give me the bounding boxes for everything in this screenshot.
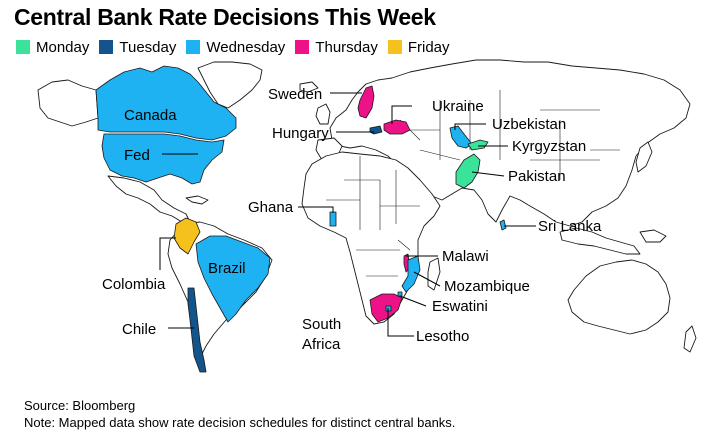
alaska-shape [37, 79, 99, 127]
label-canada: Canada [124, 107, 177, 124]
madagascar-shape [427, 257, 441, 291]
footer: Source: Bloomberg Note: Mapped data show… [24, 397, 455, 431]
leader-uzbekistan [454, 123, 486, 130]
legend-label-wednesday: Wednesday [206, 38, 286, 56]
legend-swatch-friday [387, 40, 402, 54]
legend-swatch-thursday [295, 40, 310, 54]
legend-item-friday: Friday [387, 38, 450, 56]
label-eswatini: Eswatini [432, 298, 488, 315]
legend-label-monday: Monday [36, 38, 90, 56]
greenland-shape [197, 61, 263, 109]
footnote: Note: Mapped data show rate decision sch… [24, 415, 456, 430]
ukraine-shape [383, 119, 411, 135]
map-labels: Canada Fed Brazil Colombia Chile Sweden … [102, 86, 602, 353]
source-note: Source: Bloomberg [24, 398, 136, 413]
kyrgyzstan-shape [467, 139, 489, 151]
leader-pakistan [471, 171, 505, 177]
sweden-shape [357, 85, 375, 119]
leader-colombia [159, 237, 176, 270]
caribbean-shape [185, 195, 209, 205]
legend-label-friday: Friday [407, 38, 450, 56]
australia-shape [567, 259, 671, 335]
iceland-shape [299, 81, 319, 93]
label-sri-lanka: Sri Lanka [538, 218, 602, 235]
leader-lesotho [387, 308, 414, 337]
indonesia-shape [559, 227, 641, 255]
label-malawi: Malawi [442, 248, 489, 265]
label-ukraine: Ukraine [432, 98, 484, 115]
legend-item-monday: Monday [16, 39, 89, 56]
label-hungary: Hungary [272, 125, 329, 142]
usa-shape [101, 133, 225, 185]
japan-shape [635, 141, 653, 173]
label-south-africa-line2: Africa [302, 336, 341, 353]
legend-swatch-tuesday [99, 40, 114, 54]
label-fed: Fed [124, 147, 150, 164]
label-mozambique: Mozambique [444, 278, 530, 295]
label-lesotho: Lesotho [416, 328, 469, 345]
uk-shape [315, 103, 331, 125]
label-sweden: Sweden [268, 86, 322, 103]
legend-label-thursday: Thursday [315, 38, 378, 56]
canada-shape [95, 65, 237, 141]
legend-item-tuesday: Tuesday [99, 39, 176, 56]
label-brazil: Brazil [208, 260, 246, 277]
label-colombia: Colombia [102, 276, 166, 293]
label-chile: Chile [122, 321, 156, 338]
leader-ukraine [391, 105, 412, 124]
legend-item-thursday: Thursday [295, 39, 378, 56]
chart-title: Central Bank Rate Decisions This Week [14, 4, 436, 30]
legend: Monday Tuesday Wednesday Thursday Friday [16, 37, 460, 57]
label-pakistan: Pakistan [508, 168, 566, 185]
highlighted-countries [95, 65, 507, 373]
legend-label-tuesday: Tuesday [119, 38, 177, 56]
label-uzbekistan: Uzbekistan [492, 116, 566, 133]
leader-ghana [298, 206, 334, 213]
pakistan-shape [455, 153, 481, 189]
brazil-shape [195, 235, 271, 323]
leader-mozambique [413, 271, 441, 287]
ghana-shape [329, 211, 337, 227]
mexico-central-america-shape [107, 175, 191, 223]
new-guinea-shape [639, 229, 667, 243]
legend-item-wednesday: Wednesday [186, 39, 285, 56]
new-zealand-shape [683, 325, 697, 353]
chile-shape [187, 287, 207, 373]
label-kyrgyzstan: Kyrgyzstan [512, 138, 586, 155]
label-south-africa-line1: South [302, 316, 341, 333]
legend-swatch-monday [16, 40, 30, 54]
sri-lanka-shape [499, 219, 507, 231]
eswatini-shape [397, 291, 403, 297]
mozambique-shape [401, 255, 421, 293]
leader-eswatini [399, 295, 427, 307]
colombia-shape [173, 217, 201, 255]
leader-lines [159, 92, 536, 337]
legend-swatch-wednesday [186, 40, 201, 54]
label-ghana: Ghana [248, 199, 294, 216]
